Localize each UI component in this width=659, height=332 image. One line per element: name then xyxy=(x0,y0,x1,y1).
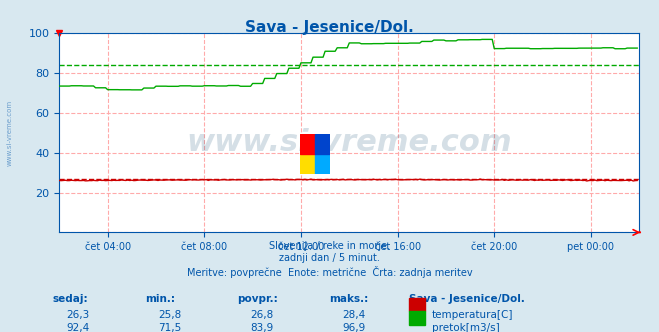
Text: Slovenija / reke in morje.: Slovenija / reke in morje. xyxy=(269,241,390,251)
Bar xyxy=(300,154,315,174)
Text: 26,3: 26,3 xyxy=(66,310,89,320)
Text: 71,5: 71,5 xyxy=(158,323,181,332)
Text: 26,8: 26,8 xyxy=(250,310,273,320)
Text: 92,4: 92,4 xyxy=(66,323,89,332)
Text: povpr.:: povpr.: xyxy=(237,294,278,304)
Text: Sava - Jesenice/Dol.: Sava - Jesenice/Dol. xyxy=(409,294,525,304)
Text: 25,8: 25,8 xyxy=(158,310,181,320)
Text: zadnji dan / 5 minut.: zadnji dan / 5 minut. xyxy=(279,253,380,263)
Text: www.si-vreme.com: www.si-vreme.com xyxy=(7,100,13,166)
Text: Sava - Jesenice/Dol.: Sava - Jesenice/Dol. xyxy=(245,20,414,35)
Text: pretok[m3/s]: pretok[m3/s] xyxy=(432,323,500,332)
Text: 96,9: 96,9 xyxy=(343,323,366,332)
Text: 28,4: 28,4 xyxy=(343,310,366,320)
Text: min.:: min.: xyxy=(145,294,175,304)
Text: maks.:: maks.: xyxy=(330,294,369,304)
Text: temperatura[C]: temperatura[C] xyxy=(432,310,513,320)
Bar xyxy=(315,134,330,154)
Bar xyxy=(300,134,315,154)
Text: sedaj:: sedaj: xyxy=(53,294,88,304)
Text: 83,9: 83,9 xyxy=(250,323,273,332)
Text: www.si-vreme.com: www.si-vreme.com xyxy=(186,128,512,157)
Text: Meritve: povprečne  Enote: metrične  Črta: zadnja meritev: Meritve: povprečne Enote: metrične Črta:… xyxy=(186,266,473,278)
Bar xyxy=(315,154,330,174)
